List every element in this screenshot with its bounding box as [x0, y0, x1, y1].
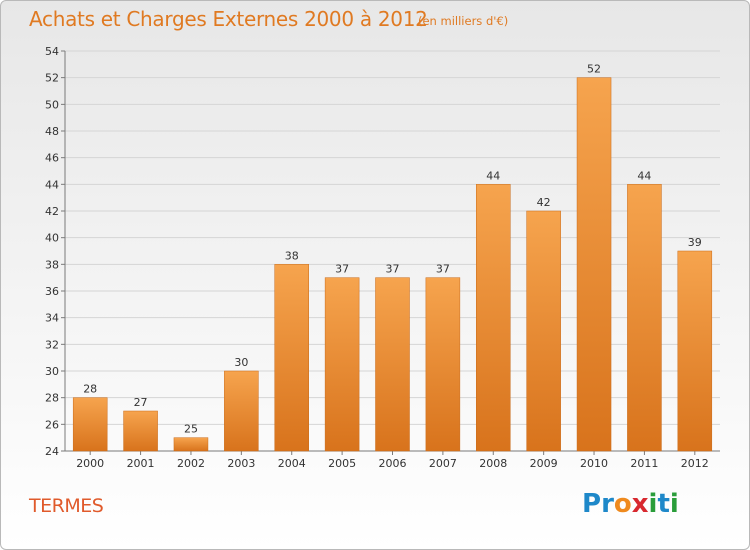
data-label: 39 — [688, 236, 702, 249]
logo-letter: r — [601, 489, 614, 519]
y-tick-label: 46 — [45, 152, 59, 165]
bar — [677, 250, 713, 452]
logo-letter: x — [631, 489, 649, 519]
data-label: 44 — [637, 169, 651, 182]
x-tick-label: 2009 — [530, 457, 558, 470]
x-tick-label: 2007 — [429, 457, 457, 470]
bar — [123, 410, 158, 452]
x-tick-label: 2001 — [127, 457, 155, 470]
data-label: 38 — [285, 249, 299, 262]
data-label: 25 — [184, 423, 198, 436]
y-tick-label: 42 — [45, 205, 59, 218]
x-tick-label: 2002 — [177, 457, 205, 470]
y-tick-label: 28 — [45, 392, 59, 405]
bar — [274, 264, 309, 452]
x-tick-label: 2008 — [479, 457, 507, 470]
x-tick-label: 2003 — [227, 457, 255, 470]
bar — [576, 77, 612, 452]
logo-letter: i — [669, 489, 679, 519]
bar — [173, 437, 209, 452]
bar — [224, 370, 259, 452]
y-tick-label: 38 — [45, 258, 59, 271]
y-tick-label: 50 — [45, 98, 59, 111]
data-label: 44 — [486, 169, 500, 182]
logo-letter: o — [613, 489, 632, 519]
x-tick-label: 2005 — [328, 457, 356, 470]
y-tick-label: 48 — [45, 125, 59, 138]
chart-unit: (en milliers d'€) — [418, 14, 509, 28]
data-label: 37 — [386, 263, 400, 276]
proxiti-logo[interactable]: Proxiti — [582, 489, 679, 519]
data-label: 28 — [83, 383, 97, 396]
y-tick-label: 32 — [45, 338, 59, 351]
y-tick-label: 54 — [45, 45, 59, 58]
logo-letter: P — [582, 489, 602, 519]
x-tick-label: 2010 — [580, 457, 608, 470]
data-label: 52 — [587, 63, 601, 76]
data-label: 27 — [134, 396, 148, 409]
y-tick-labels: 24 26 28 30 32 34 36 38 40 42 44 46 48 50 52 54 — [45, 45, 59, 458]
x-tick-label: 2004 — [278, 457, 306, 470]
y-tick-label: 40 — [45, 232, 59, 245]
bar — [324, 277, 360, 452]
bar — [627, 184, 662, 452]
data-label: 37 — [335, 263, 349, 276]
y-tick-label: 26 — [45, 418, 59, 431]
x-tick-label: 2011 — [630, 457, 658, 470]
bars — [72, 77, 713, 452]
data-label: 42 — [537, 196, 551, 209]
data-label: 30 — [234, 356, 248, 369]
logo-letter: t — [657, 489, 670, 519]
bar — [425, 277, 461, 452]
y-tick-label: 30 — [45, 365, 59, 378]
y-tick-label: 44 — [45, 178, 59, 191]
y-tick-label: 24 — [45, 445, 59, 458]
x-tick-label: 2000 — [76, 457, 104, 470]
commune-name: TERMES — [29, 495, 104, 517]
bar — [375, 277, 410, 452]
y-tick-label: 34 — [45, 312, 59, 325]
data-labels: 28 27 25 30 38 37 37 37 44 42 52 44 39 — [83, 63, 702, 436]
x-tick-labels: 2000 2001 2002 2003 2004 2005 2006 2007 2008 2009… — [76, 457, 709, 470]
y-tick-label: 52 — [45, 72, 59, 85]
data-label: 37 — [436, 263, 450, 276]
x-tick-label: 2006 — [379, 457, 407, 470]
bar — [526, 210, 561, 452]
logo-letter: i — [648, 489, 658, 519]
bar — [476, 184, 511, 452]
x-tick-label: 2012 — [681, 457, 709, 470]
bar — [72, 397, 108, 452]
chart-title: Achats et Charges Externes 2000 à 2012 — [29, 7, 428, 31]
y-tick-label: 36 — [45, 285, 59, 298]
